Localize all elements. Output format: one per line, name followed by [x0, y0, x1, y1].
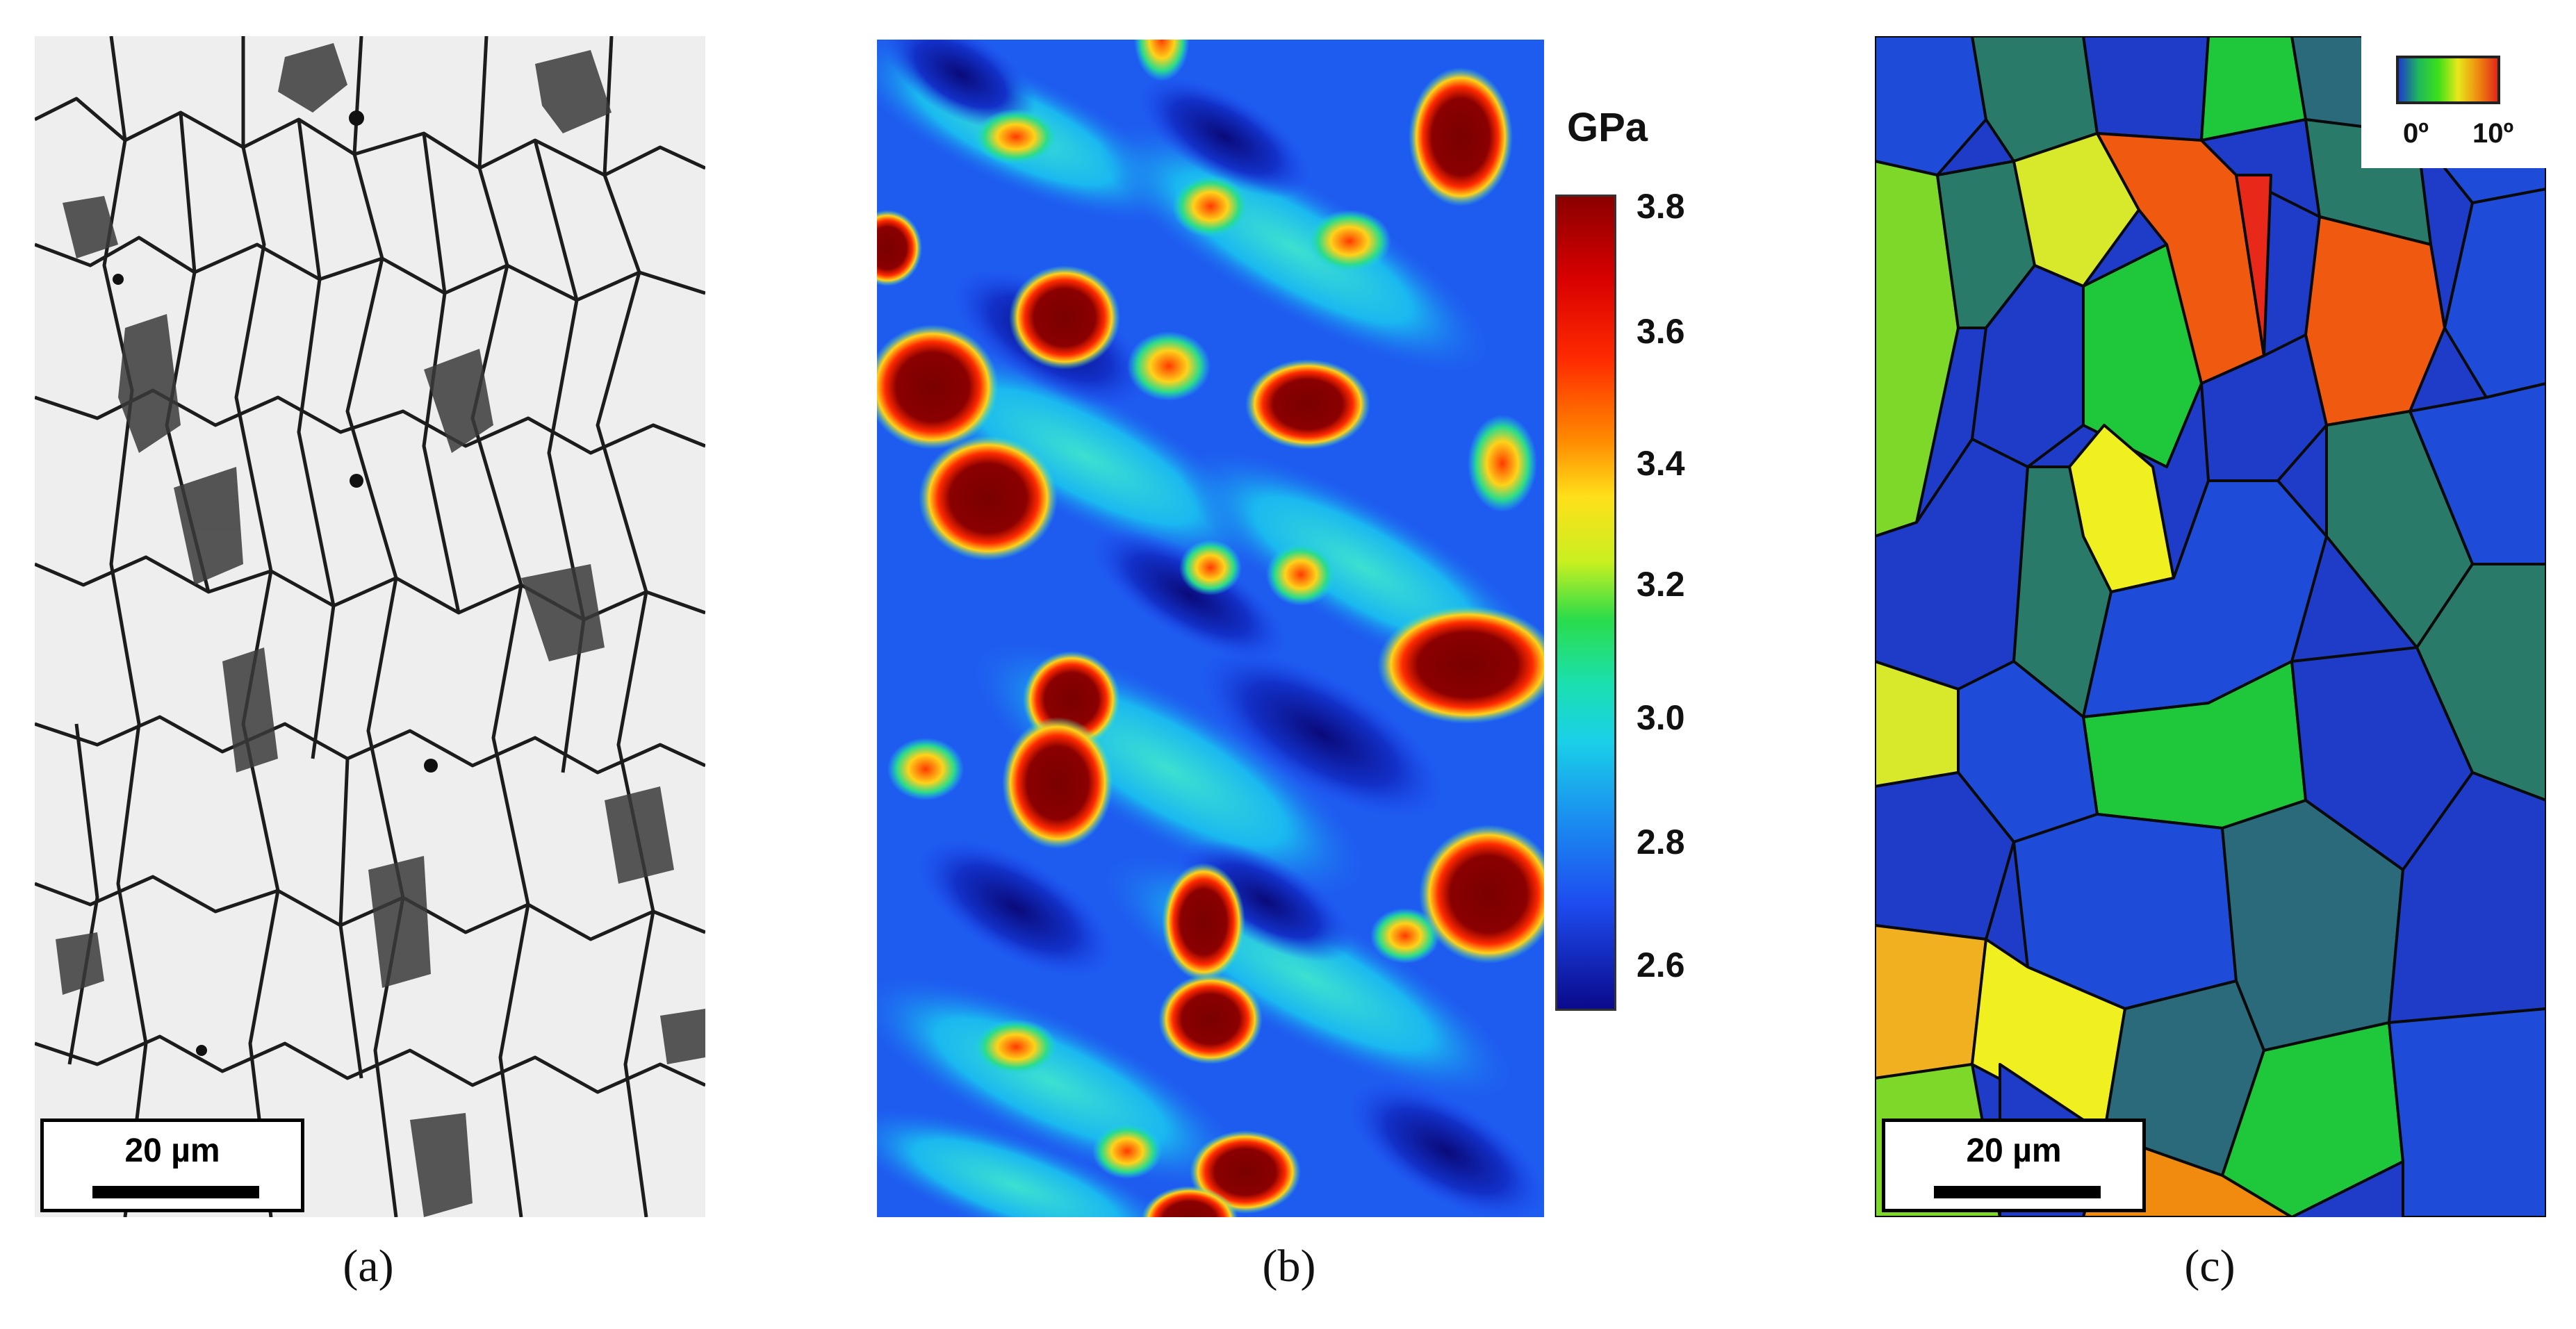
colorbar-tick: 2.8: [1636, 823, 1685, 861]
scale-bar-line: [1934, 1186, 2101, 1198]
panel-a-caption: (a): [343, 1241, 394, 1291]
panel-b-caption: (b): [1262, 1241, 1316, 1291]
micrograph-image: [35, 36, 705, 1217]
misorientation-legend: 0º 10º: [2361, 36, 2546, 168]
legend-max: 10º: [2472, 118, 2514, 149]
colorbar-tick: 3.0: [1636, 698, 1685, 737]
colorbar-tick: 2.6: [1636, 946, 1685, 984]
colorbar-tick: 3.2: [1636, 565, 1685, 604]
misorientation-legend-gradient: [2396, 56, 2500, 104]
misorientation-map-panel: 0º 10º 20 µm: [1875, 36, 2546, 1217]
scale-bar-line: [92, 1186, 259, 1198]
hardness-map-panel: [877, 40, 1544, 1217]
colorbar-tick: 3.8: [1636, 187, 1685, 226]
hardness-map-image: [877, 40, 1544, 1217]
scale-bar: 20 µm: [40, 1118, 304, 1212]
legend-min: 0º: [2403, 118, 2429, 149]
scale-bar: 20 µm: [1882, 1118, 2146, 1212]
scale-bar-label: 20 µm: [124, 1132, 220, 1169]
misorientation-map-image: [1875, 36, 2546, 1217]
micrograph-panel: 20 µm: [35, 36, 705, 1217]
colorbar: [1555, 195, 1616, 1011]
panel-c-caption: (c): [2184, 1241, 2235, 1291]
scale-bar-label: 20 µm: [1966, 1132, 2062, 1169]
colorbar-unit: GPa: [1567, 105, 1648, 150]
colorbar-tick: 3.4: [1636, 444, 1685, 483]
colorbar-tick: 3.6: [1636, 312, 1685, 351]
